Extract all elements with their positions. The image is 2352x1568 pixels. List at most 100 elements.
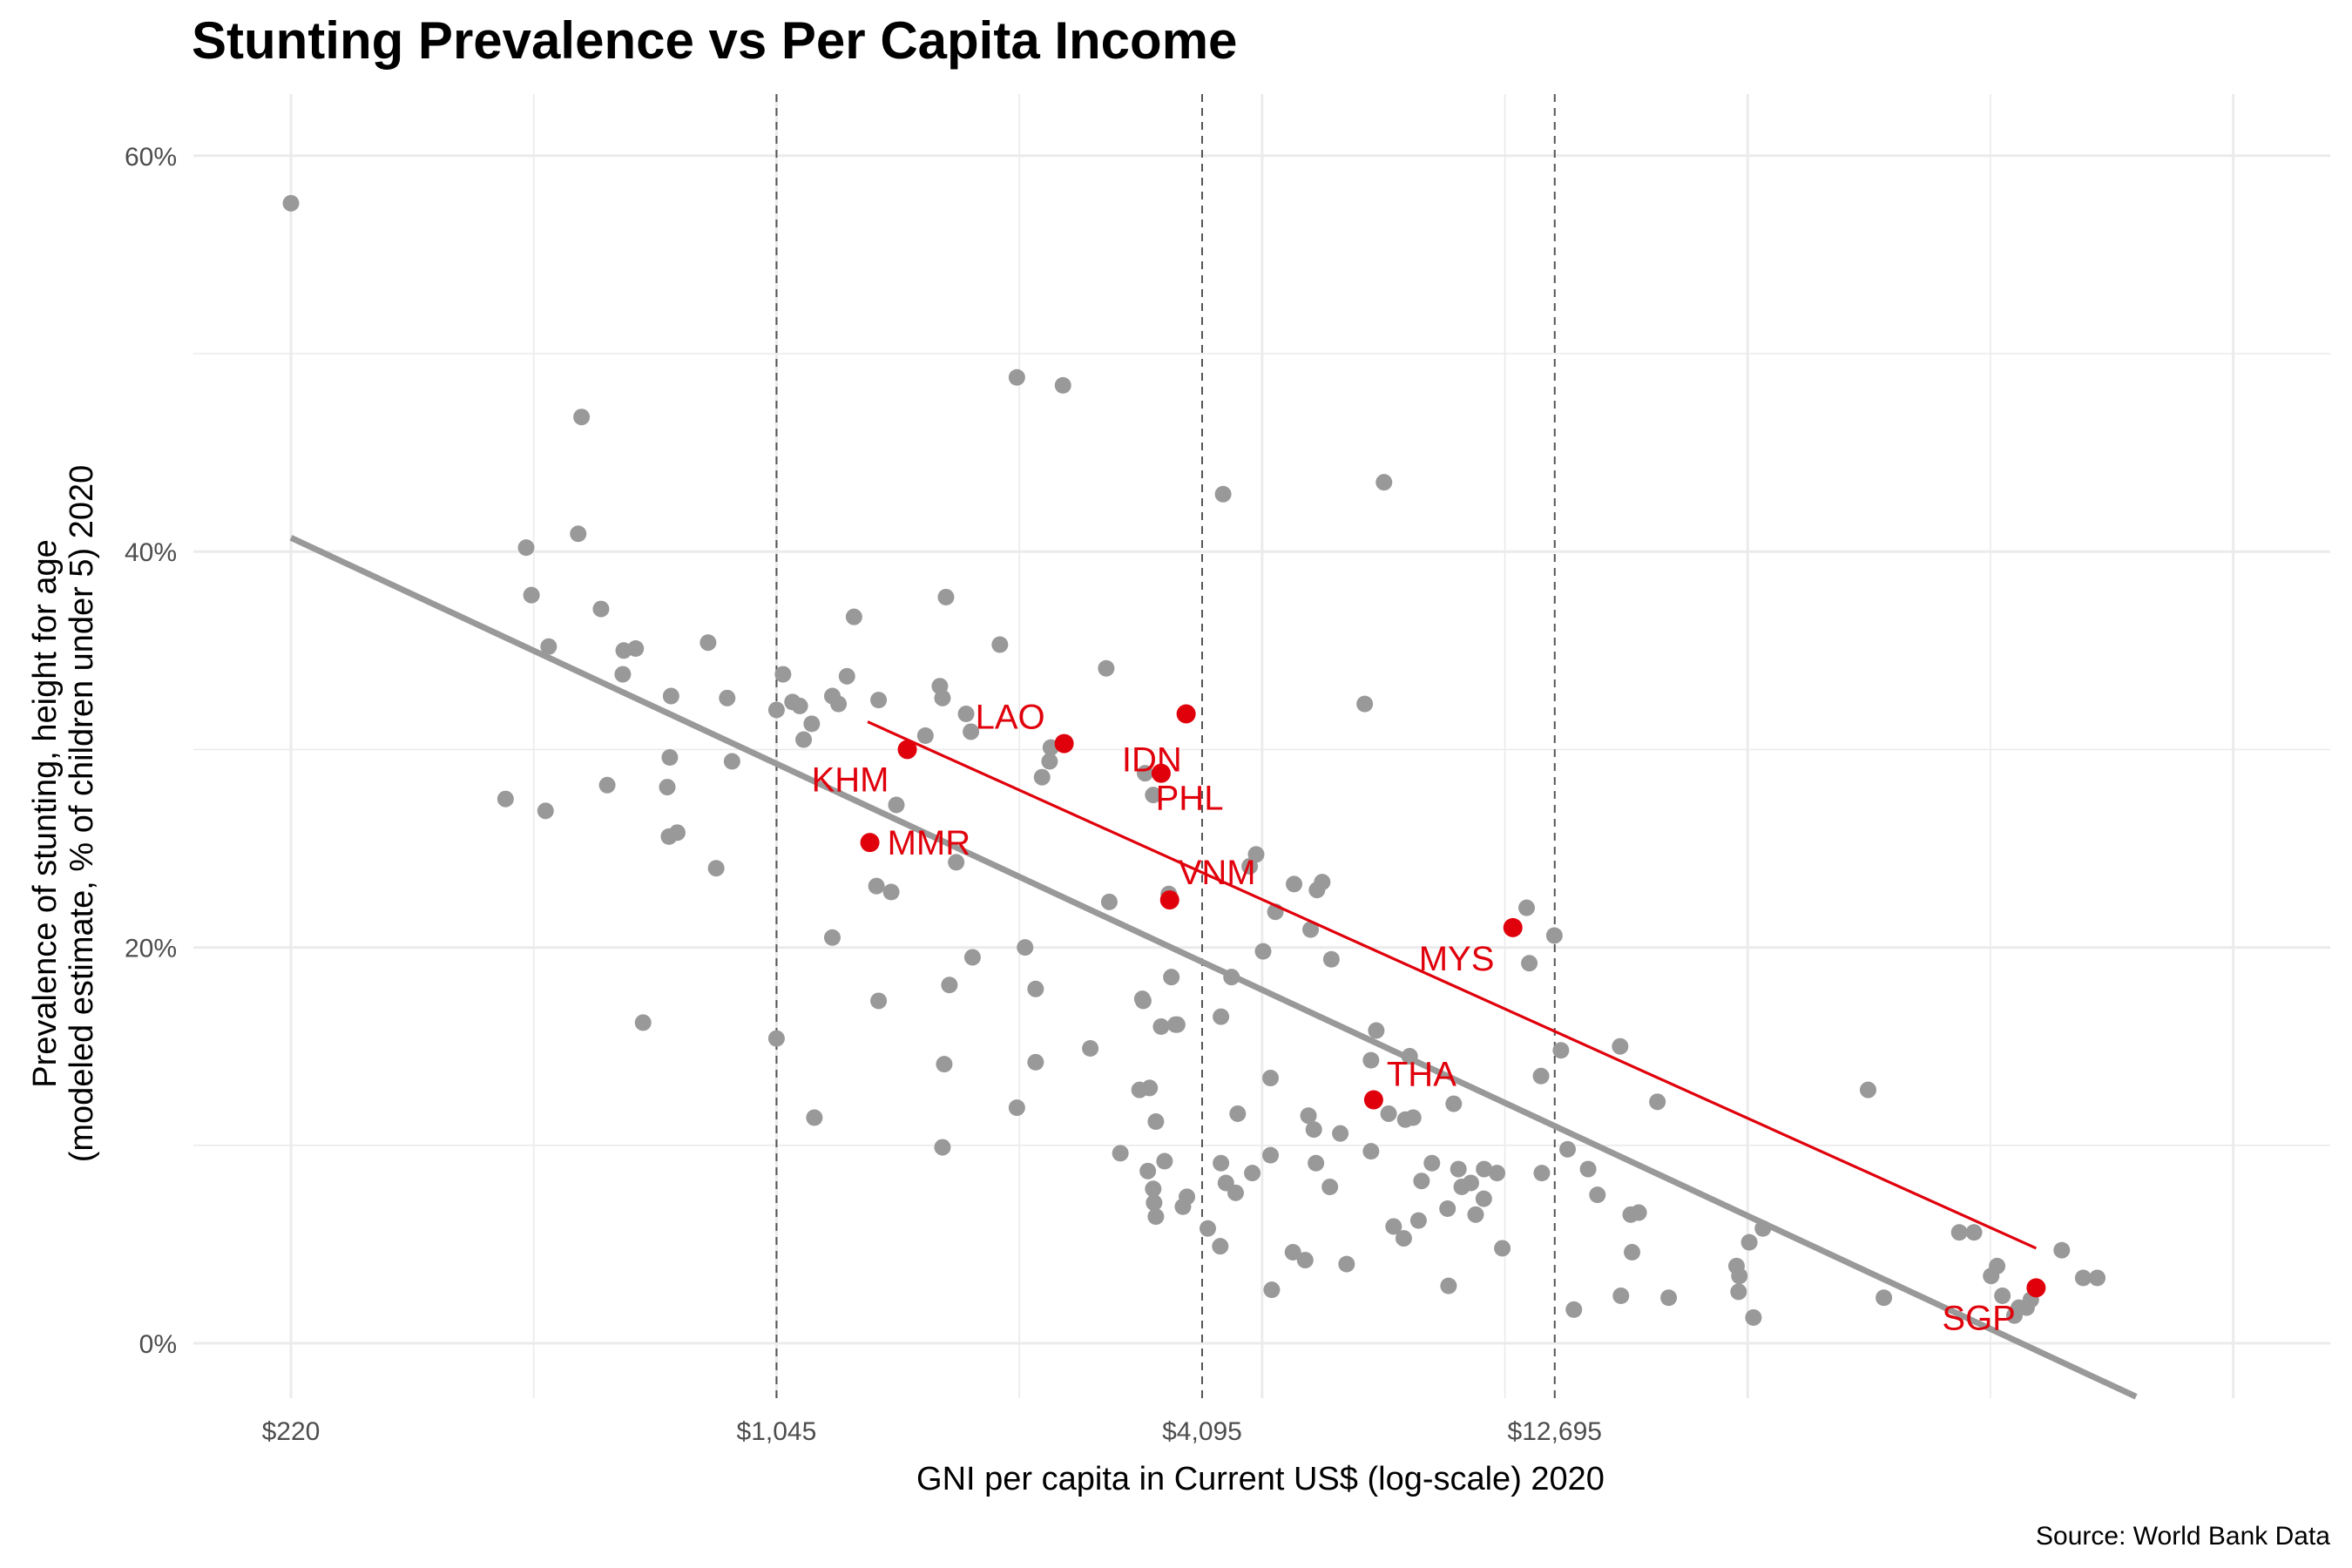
data-point xyxy=(803,715,821,733)
data-point xyxy=(991,636,1009,653)
data-point xyxy=(1284,1243,1301,1260)
highlight-point xyxy=(1503,917,1523,937)
data-point xyxy=(774,666,792,683)
data-point xyxy=(573,409,591,426)
data-point xyxy=(1624,1243,1641,1260)
data-point xyxy=(1308,1154,1325,1172)
x-tick-label: $1,045 xyxy=(737,1417,817,1446)
x-tick-label: $12,695 xyxy=(1508,1417,1602,1446)
highlight-point xyxy=(2026,1278,2046,1298)
data-point xyxy=(937,588,955,605)
highlight-label: KHM xyxy=(812,760,889,799)
data-points xyxy=(282,194,2106,1326)
data-point xyxy=(1445,1095,1463,1112)
data-point xyxy=(1395,1230,1412,1247)
data-point xyxy=(1589,1186,1606,1204)
data-point xyxy=(1262,1146,1280,1164)
data-point xyxy=(1262,1070,1280,1087)
highlight-label: LAO xyxy=(976,699,1045,737)
highlight-point xyxy=(897,740,917,760)
data-point xyxy=(1244,1165,1261,1182)
data-point xyxy=(1521,955,1538,972)
data-point xyxy=(1859,1081,1876,1098)
data-point xyxy=(614,666,632,683)
highlight-label: IDN xyxy=(1122,741,1182,780)
data-point xyxy=(1227,1184,1244,1201)
data-point xyxy=(570,525,587,543)
data-point xyxy=(1423,1154,1441,1172)
data-point xyxy=(1213,1154,1230,1172)
highlight-point xyxy=(1054,733,1074,754)
data-point xyxy=(1731,1267,1748,1285)
axis-labels: $220 $1,045 $4,095 $12,695 0% 20% 40% 60% xyxy=(125,143,1602,1446)
data-point xyxy=(1413,1173,1430,1190)
data-point xyxy=(282,194,300,212)
data-point xyxy=(1027,980,1044,997)
data-point xyxy=(1552,1042,1570,1059)
data-point xyxy=(1041,753,1058,770)
data-point xyxy=(523,586,540,604)
data-point xyxy=(1559,1140,1577,1158)
data-point xyxy=(1179,1188,1196,1206)
data-point xyxy=(936,1056,953,1073)
data-point xyxy=(661,748,679,766)
data-point xyxy=(806,1109,823,1126)
data-point xyxy=(957,706,975,723)
data-point xyxy=(1517,899,1535,916)
data-point xyxy=(1145,1180,1162,1198)
data-point xyxy=(1141,1079,1159,1097)
data-point xyxy=(767,701,785,719)
data-point xyxy=(830,695,848,713)
x-axis-title: GNI per capita in Current US$ (log-scale… xyxy=(916,1461,1605,1497)
data-point xyxy=(537,802,554,820)
data-point xyxy=(1033,768,1051,786)
y-axis-title-line-2: (modeled estimate, % of children under 5… xyxy=(64,465,100,1163)
data-point xyxy=(1965,1224,1983,1241)
data-point xyxy=(1199,1220,1216,1237)
data-point xyxy=(1139,1162,1157,1179)
data-point xyxy=(1745,1308,1762,1326)
data-point xyxy=(845,608,862,625)
data-point xyxy=(882,883,900,901)
data-point xyxy=(1740,1233,1758,1251)
y-axis-title-line-1: Prevalence of stunting, height for age xyxy=(27,539,64,1088)
data-point xyxy=(934,689,951,706)
data-point xyxy=(1100,893,1118,910)
data-point xyxy=(1467,1206,1484,1223)
data-point xyxy=(1368,1022,1385,1039)
data-point xyxy=(1409,1212,1427,1229)
data-point xyxy=(1147,1113,1165,1131)
highlight-label: MYS xyxy=(1419,940,1495,978)
data-point xyxy=(2053,1241,2071,1259)
data-point xyxy=(941,977,958,994)
data-point xyxy=(1385,1218,1402,1235)
highlight-label: SGP xyxy=(1942,1299,2015,1337)
data-point xyxy=(707,860,725,877)
data-point xyxy=(1008,368,1025,386)
data-point xyxy=(2089,1269,2106,1287)
data-point xyxy=(1950,1224,1968,1241)
data-point xyxy=(870,992,888,1010)
data-point xyxy=(662,687,679,705)
data-point xyxy=(540,638,558,655)
data-point xyxy=(1612,1287,1630,1304)
data-point xyxy=(1579,1160,1597,1178)
data-point xyxy=(1332,1125,1349,1142)
data-point xyxy=(1450,1160,1467,1178)
highlight-label: MMR xyxy=(888,824,971,862)
data-point xyxy=(517,539,535,557)
data-point xyxy=(1730,1283,1747,1301)
data-point xyxy=(963,949,981,966)
data-point xyxy=(1152,1017,1170,1035)
data-point xyxy=(1145,787,1162,804)
data-point xyxy=(1876,1289,1893,1307)
data-point xyxy=(1134,992,1152,1010)
data-point xyxy=(1375,474,1393,491)
highlight-point xyxy=(1176,704,1196,724)
data-point xyxy=(1017,939,1034,956)
data-point xyxy=(1302,921,1320,938)
y-tick-label: 60% xyxy=(125,143,177,172)
data-point xyxy=(2074,1269,2092,1287)
data-point xyxy=(1439,1200,1456,1218)
data-point xyxy=(870,692,888,709)
